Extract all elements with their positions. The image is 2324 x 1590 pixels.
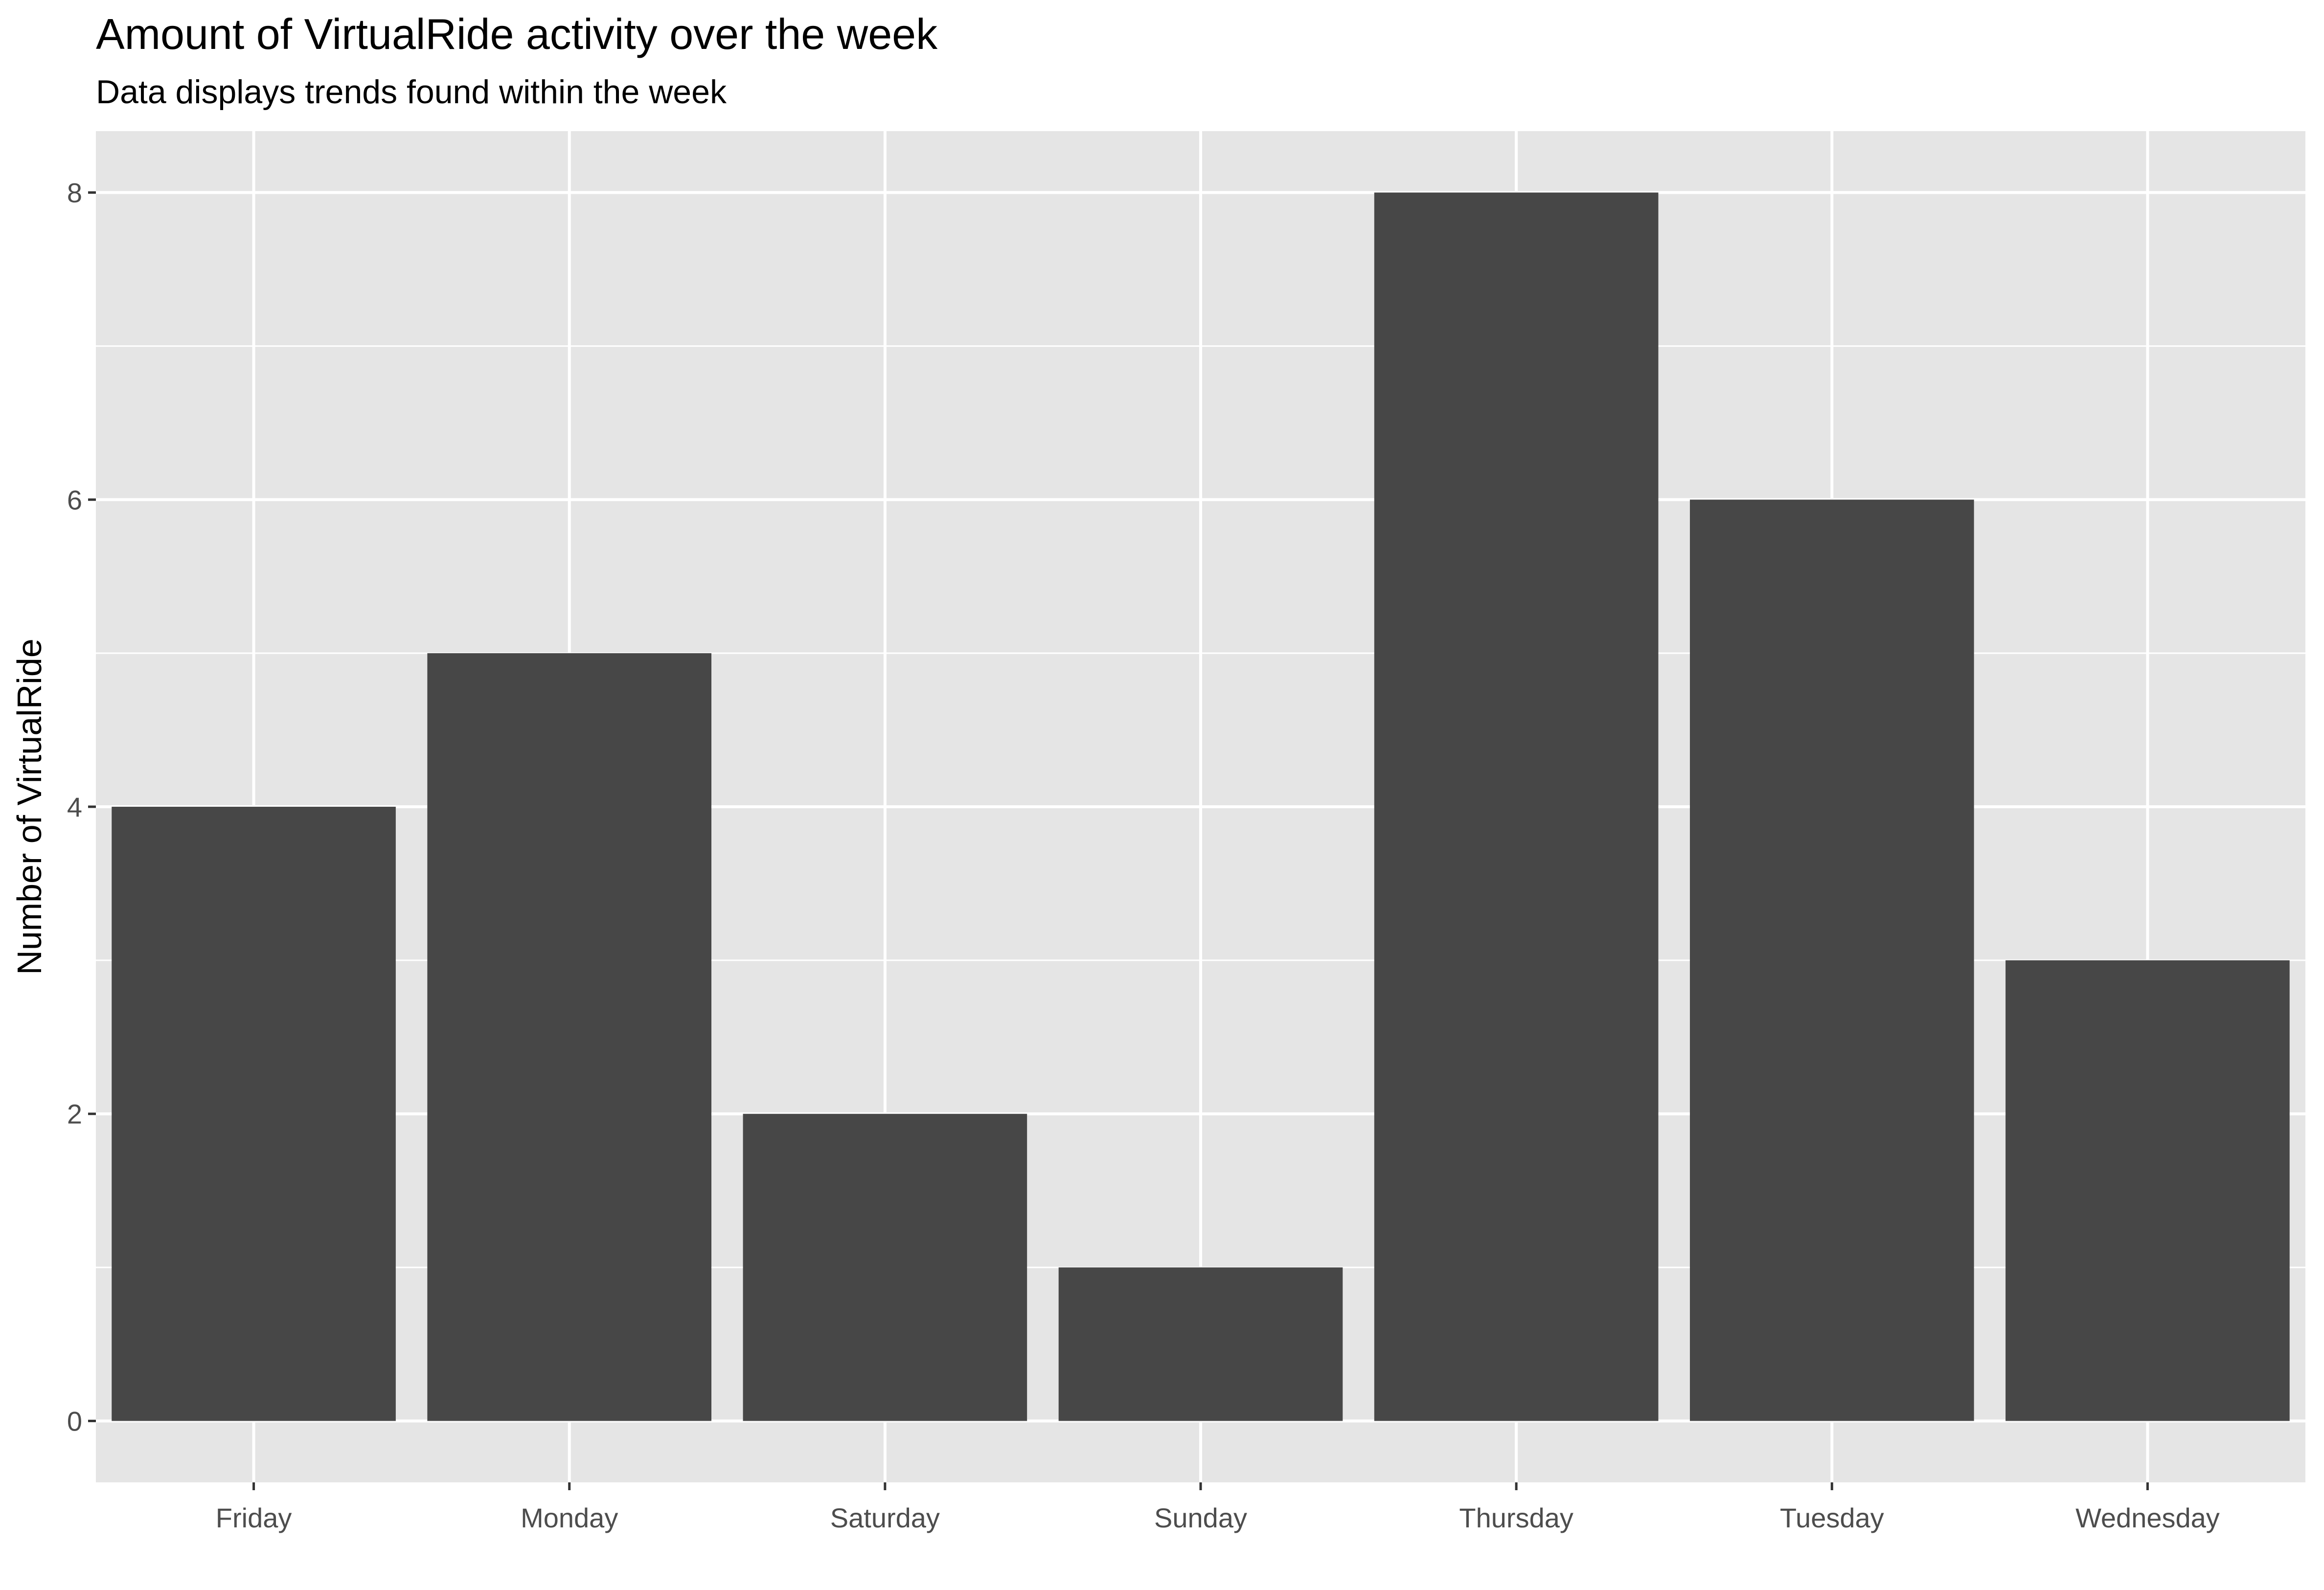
y-tick-label: 8 [67,178,82,208]
bar-sunday [1058,1267,1343,1421]
y-tick-label: 4 [67,792,82,822]
x-tick-label: Tuesday [1780,1502,1884,1533]
bar-tuesday [1689,500,1974,1421]
x-tick-label: Monday [521,1502,618,1533]
x-tick-label: Friday [216,1502,292,1533]
x-axis: Friday Monday Saturday Sunday Thursday Tuesda… [216,1482,2220,1533]
bar-saturday [743,1113,1027,1421]
bar-wednesday [2005,960,2290,1421]
chart-title: Amount of VirtualRide activity over the … [96,10,938,58]
x-tick-label: Wednesday [2075,1502,2220,1533]
y-tick-label: 0 [67,1406,82,1436]
bar-monday [427,653,712,1421]
bars [112,192,2290,1421]
y-axis: 0 2 4 6 8 [67,178,96,1436]
y-tick-label: 2 [67,1099,82,1130]
x-tick-label: Saturday [830,1502,940,1533]
bar-friday [112,807,396,1421]
y-tick-label: 6 [67,484,82,515]
chart-subtitle: Data displays trends found within the we… [96,73,727,111]
x-tick-label: Thursday [1459,1502,1573,1533]
bar-thursday [1374,192,1659,1421]
y-axis-title: Number of VirtualRide [10,638,48,975]
x-tick-label: Sunday [1154,1502,1247,1533]
